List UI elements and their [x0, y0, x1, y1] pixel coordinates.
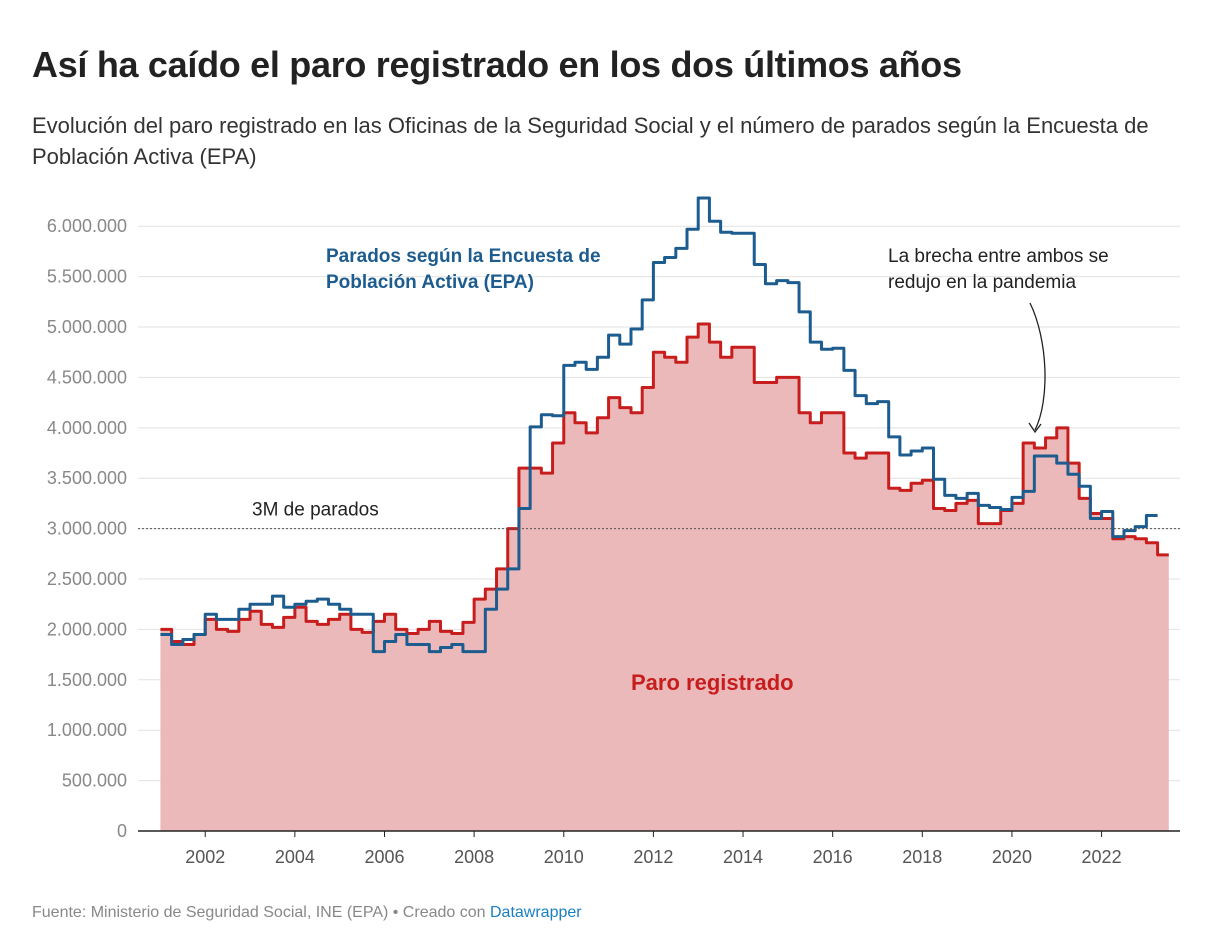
annotation-arrow — [1029, 302, 1046, 431]
y-tick-label: 1.000.000 — [47, 720, 127, 740]
series-label: Parados según la Encuesta de Población A… — [326, 246, 601, 293]
y-tick-label: 4.000.000 — [47, 418, 127, 438]
y-tick-label: 3.000.000 — [47, 519, 127, 539]
y-tick-label: 500.000 — [62, 771, 127, 791]
y-tick-label: 6.000.000 — [47, 216, 127, 236]
annotation-arrowhead — [1028, 422, 1042, 434]
x-tick-label: 2014 — [723, 847, 763, 867]
x-tick-label: 2008 — [454, 847, 494, 867]
x-tick-label: 2016 — [813, 847, 853, 867]
x-tick-label: 2010 — [544, 847, 584, 867]
y-tick-label: 5.500.000 — [47, 267, 127, 287]
source: Fuente: Ministerio de Seguridad Social, … — [32, 904, 486, 921]
x-tick-label: 2012 — [633, 847, 673, 867]
y-tick-label: 3.500.000 — [47, 468, 127, 488]
line — [160, 196, 1158, 654]
reference-label: 3M de parados — [252, 500, 379, 521]
series-label: Paro registrado — [631, 670, 794, 695]
annotation: La brecha entre ambos se redujo en la pa… — [888, 246, 1109, 293]
x-tick-label: 2020 — [992, 847, 1032, 867]
y-tick-label: 2.000.000 — [47, 619, 127, 639]
x-tick-label: 2002 — [185, 847, 225, 867]
x-tick-label: 2018 — [902, 847, 942, 867]
chart-subtitle: Evolución del paro registrado en las Ofi… — [32, 113, 1149, 169]
y-tick-label: 5.000.000 — [47, 317, 127, 337]
area — [160, 324, 1169, 831]
y-tick-label: 4.500.000 — [47, 367, 127, 387]
chart-title: Así ha caído el paro registrado en los d… — [32, 44, 962, 85]
footer: Fuente: Ministerio de Seguridad Social, … — [32, 904, 582, 922]
credit-link[interactable]: Datawrapper — [489, 904, 582, 921]
x-tick-label: 2006 — [364, 847, 404, 867]
x-tick-label: 2022 — [1082, 847, 1122, 867]
y-tick-label: 0 — [117, 821, 127, 841]
y-tick-label: 2.500.000 — [47, 569, 127, 589]
y-tick-label: 1.500.000 — [47, 670, 127, 690]
x-tick-label: 2004 — [275, 847, 315, 867]
